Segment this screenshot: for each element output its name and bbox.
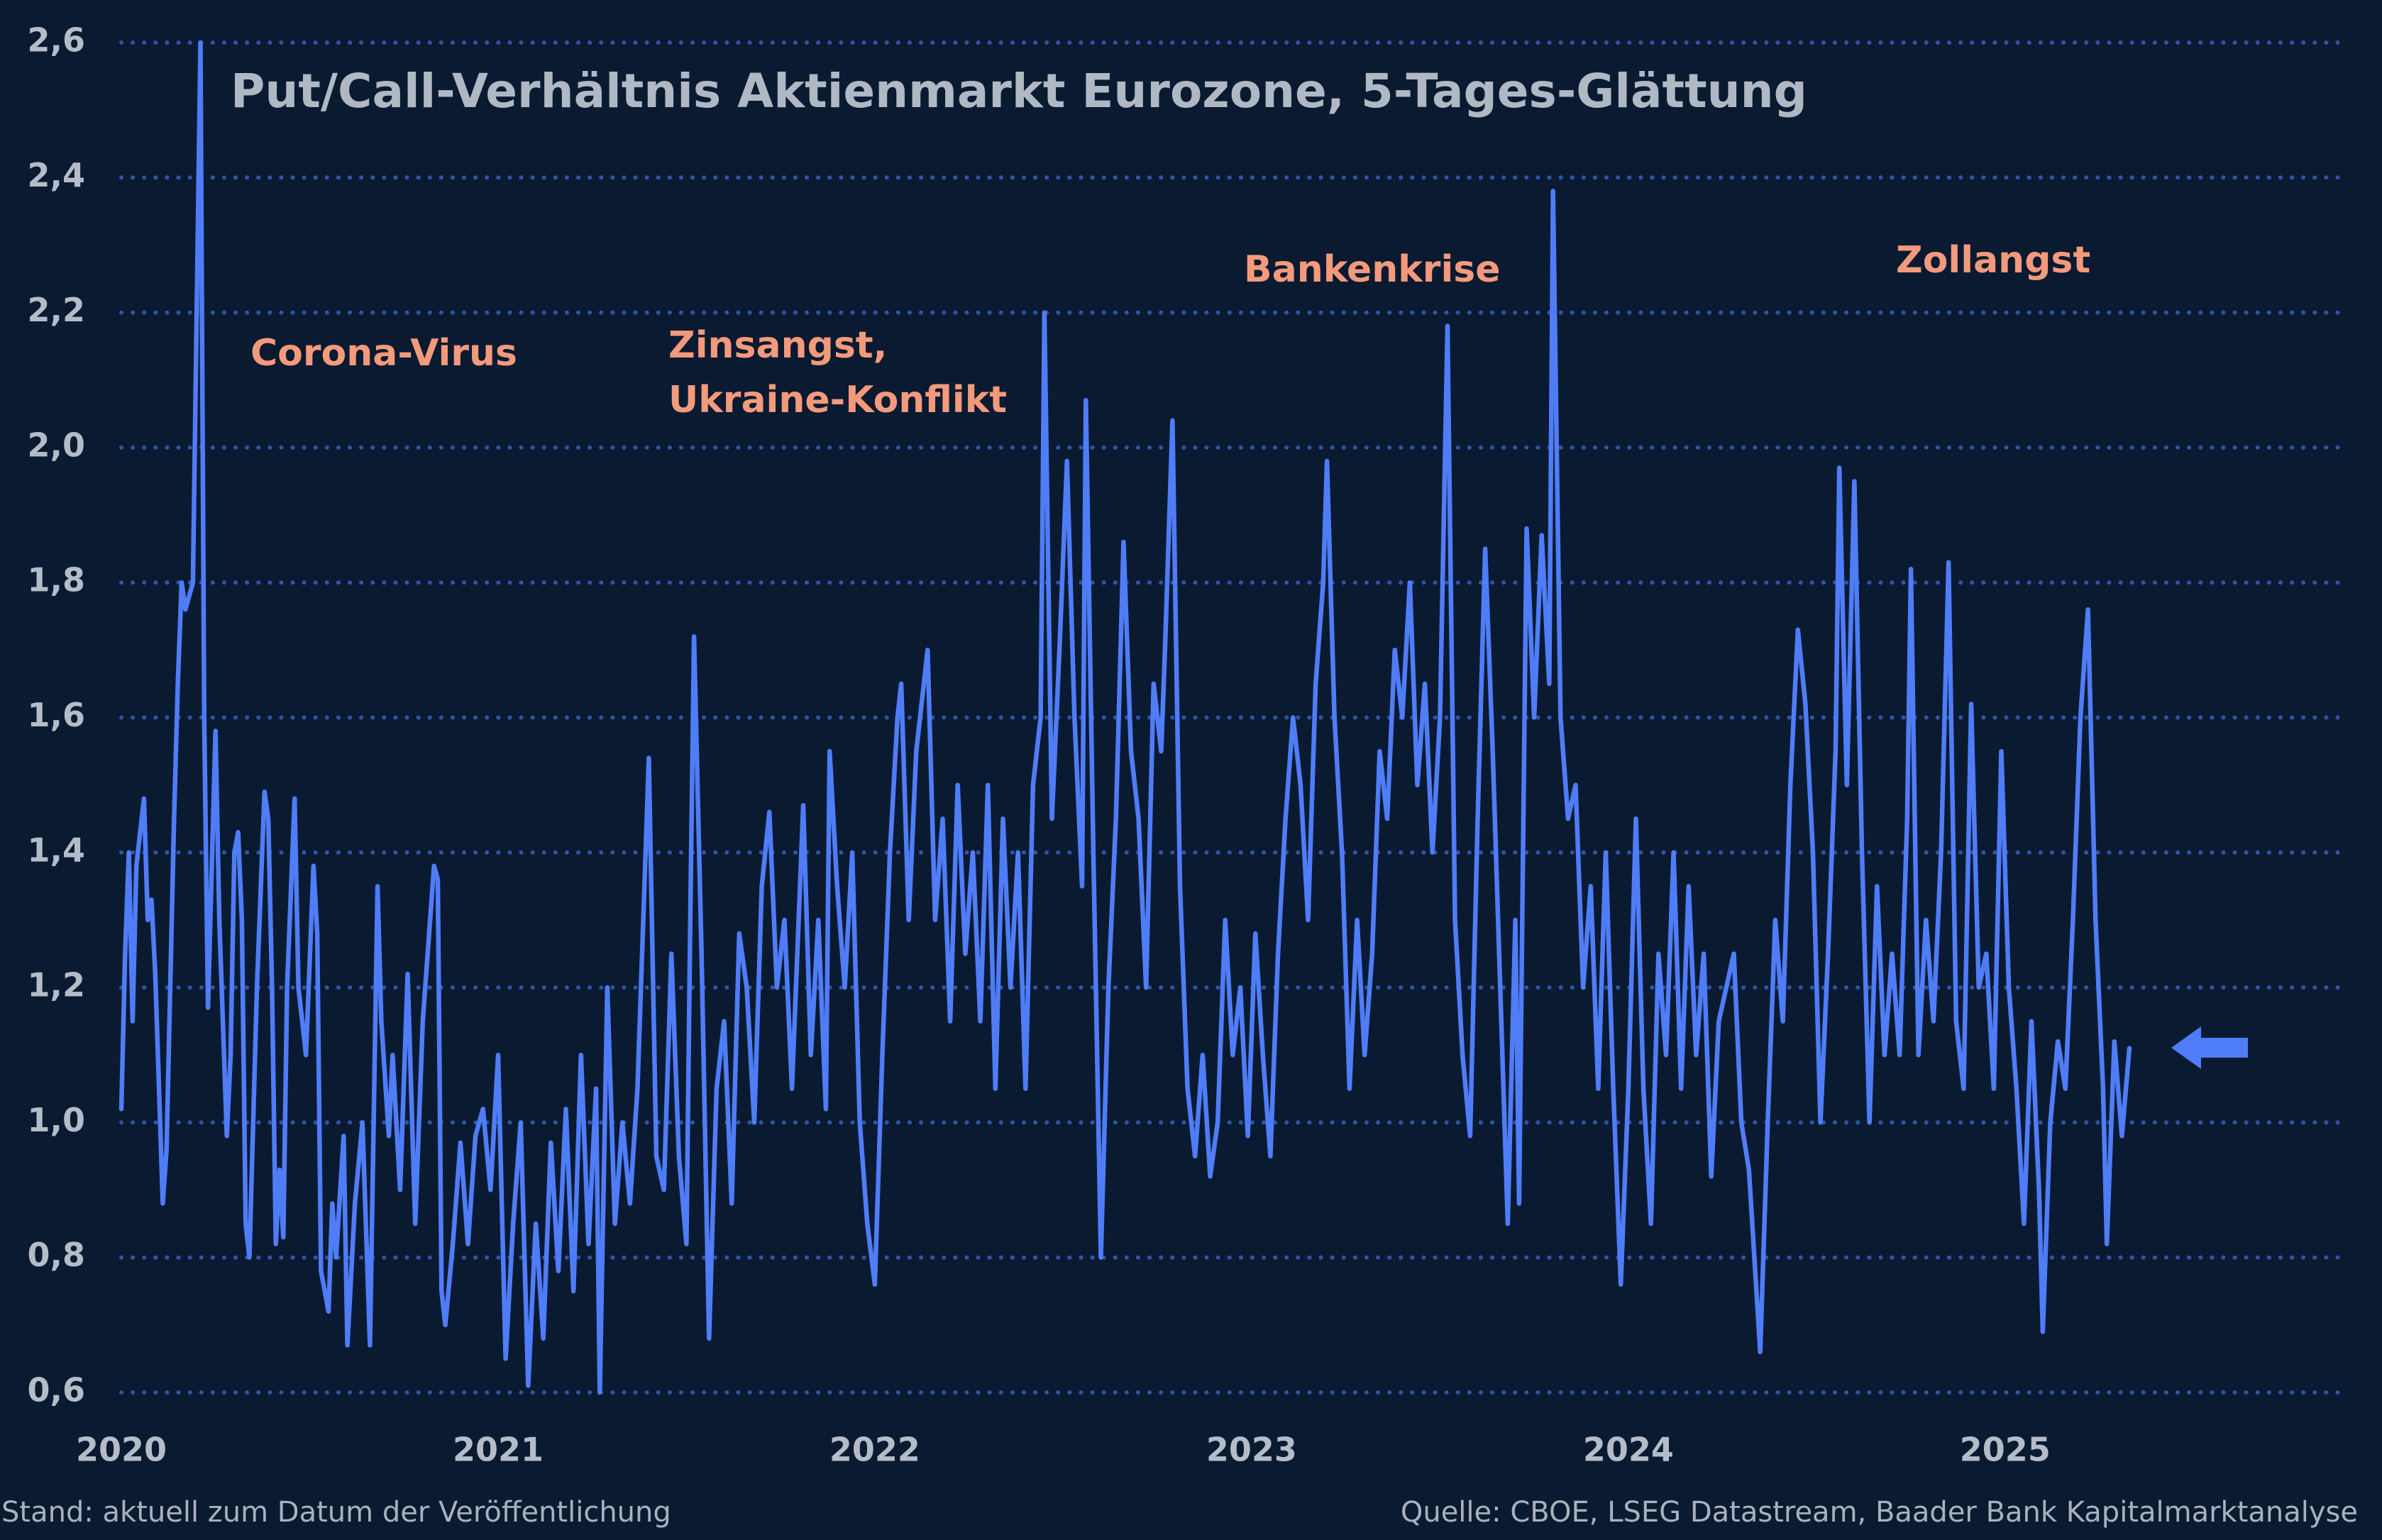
- note: Stand: aktuell zum Datum der Veröffentli…: [1, 1496, 671, 1529]
- y-tick-label: 2,2: [28, 291, 86, 329]
- chart-title: Put/Call-Verhältnis Aktienmarkt Eurozone…: [231, 64, 1807, 118]
- y-tick-label: 1,4: [28, 831, 86, 869]
- x-tick-label: 2022: [829, 1431, 920, 1469]
- current-value-arrow: [2171, 1026, 2248, 1069]
- x-tick-label: 2025: [1960, 1431, 2051, 1469]
- x-tick-label: 2024: [1583, 1431, 1674, 1469]
- annotation: Bankenkrise: [1244, 248, 1501, 291]
- x-tick-label: 2021: [453, 1431, 544, 1469]
- y-tick-label: 2,0: [28, 426, 86, 464]
- annotation: Corona-Virus: [250, 332, 517, 375]
- annotation: Ukraine-Konflikt: [668, 379, 1007, 421]
- y-tick-label: 0,8: [28, 1236, 86, 1274]
- y-tick-label: 1,8: [28, 561, 86, 599]
- y-tick-label: 1,6: [28, 696, 86, 734]
- data-line: [118, 40, 2132, 1395]
- annotation: Zinsangst,: [668, 324, 887, 367]
- y-tick-label: 2,4: [28, 156, 86, 194]
- x-tick-label: 2023: [1206, 1431, 1297, 1469]
- y-tick-label: 0,6: [28, 1371, 86, 1409]
- plot: [118, 40, 2132, 1395]
- y-tick-label: 2,6: [28, 21, 86, 60]
- y-tick-label: 1,2: [28, 966, 86, 1004]
- y-tick-label: 1,0: [28, 1101, 86, 1139]
- source: Quelle: CBOE, LSEG Datastream, Baader Ba…: [1401, 1496, 2358, 1529]
- x-tick-label: 2020: [76, 1431, 167, 1469]
- annotation: Zollangst: [1896, 239, 2090, 282]
